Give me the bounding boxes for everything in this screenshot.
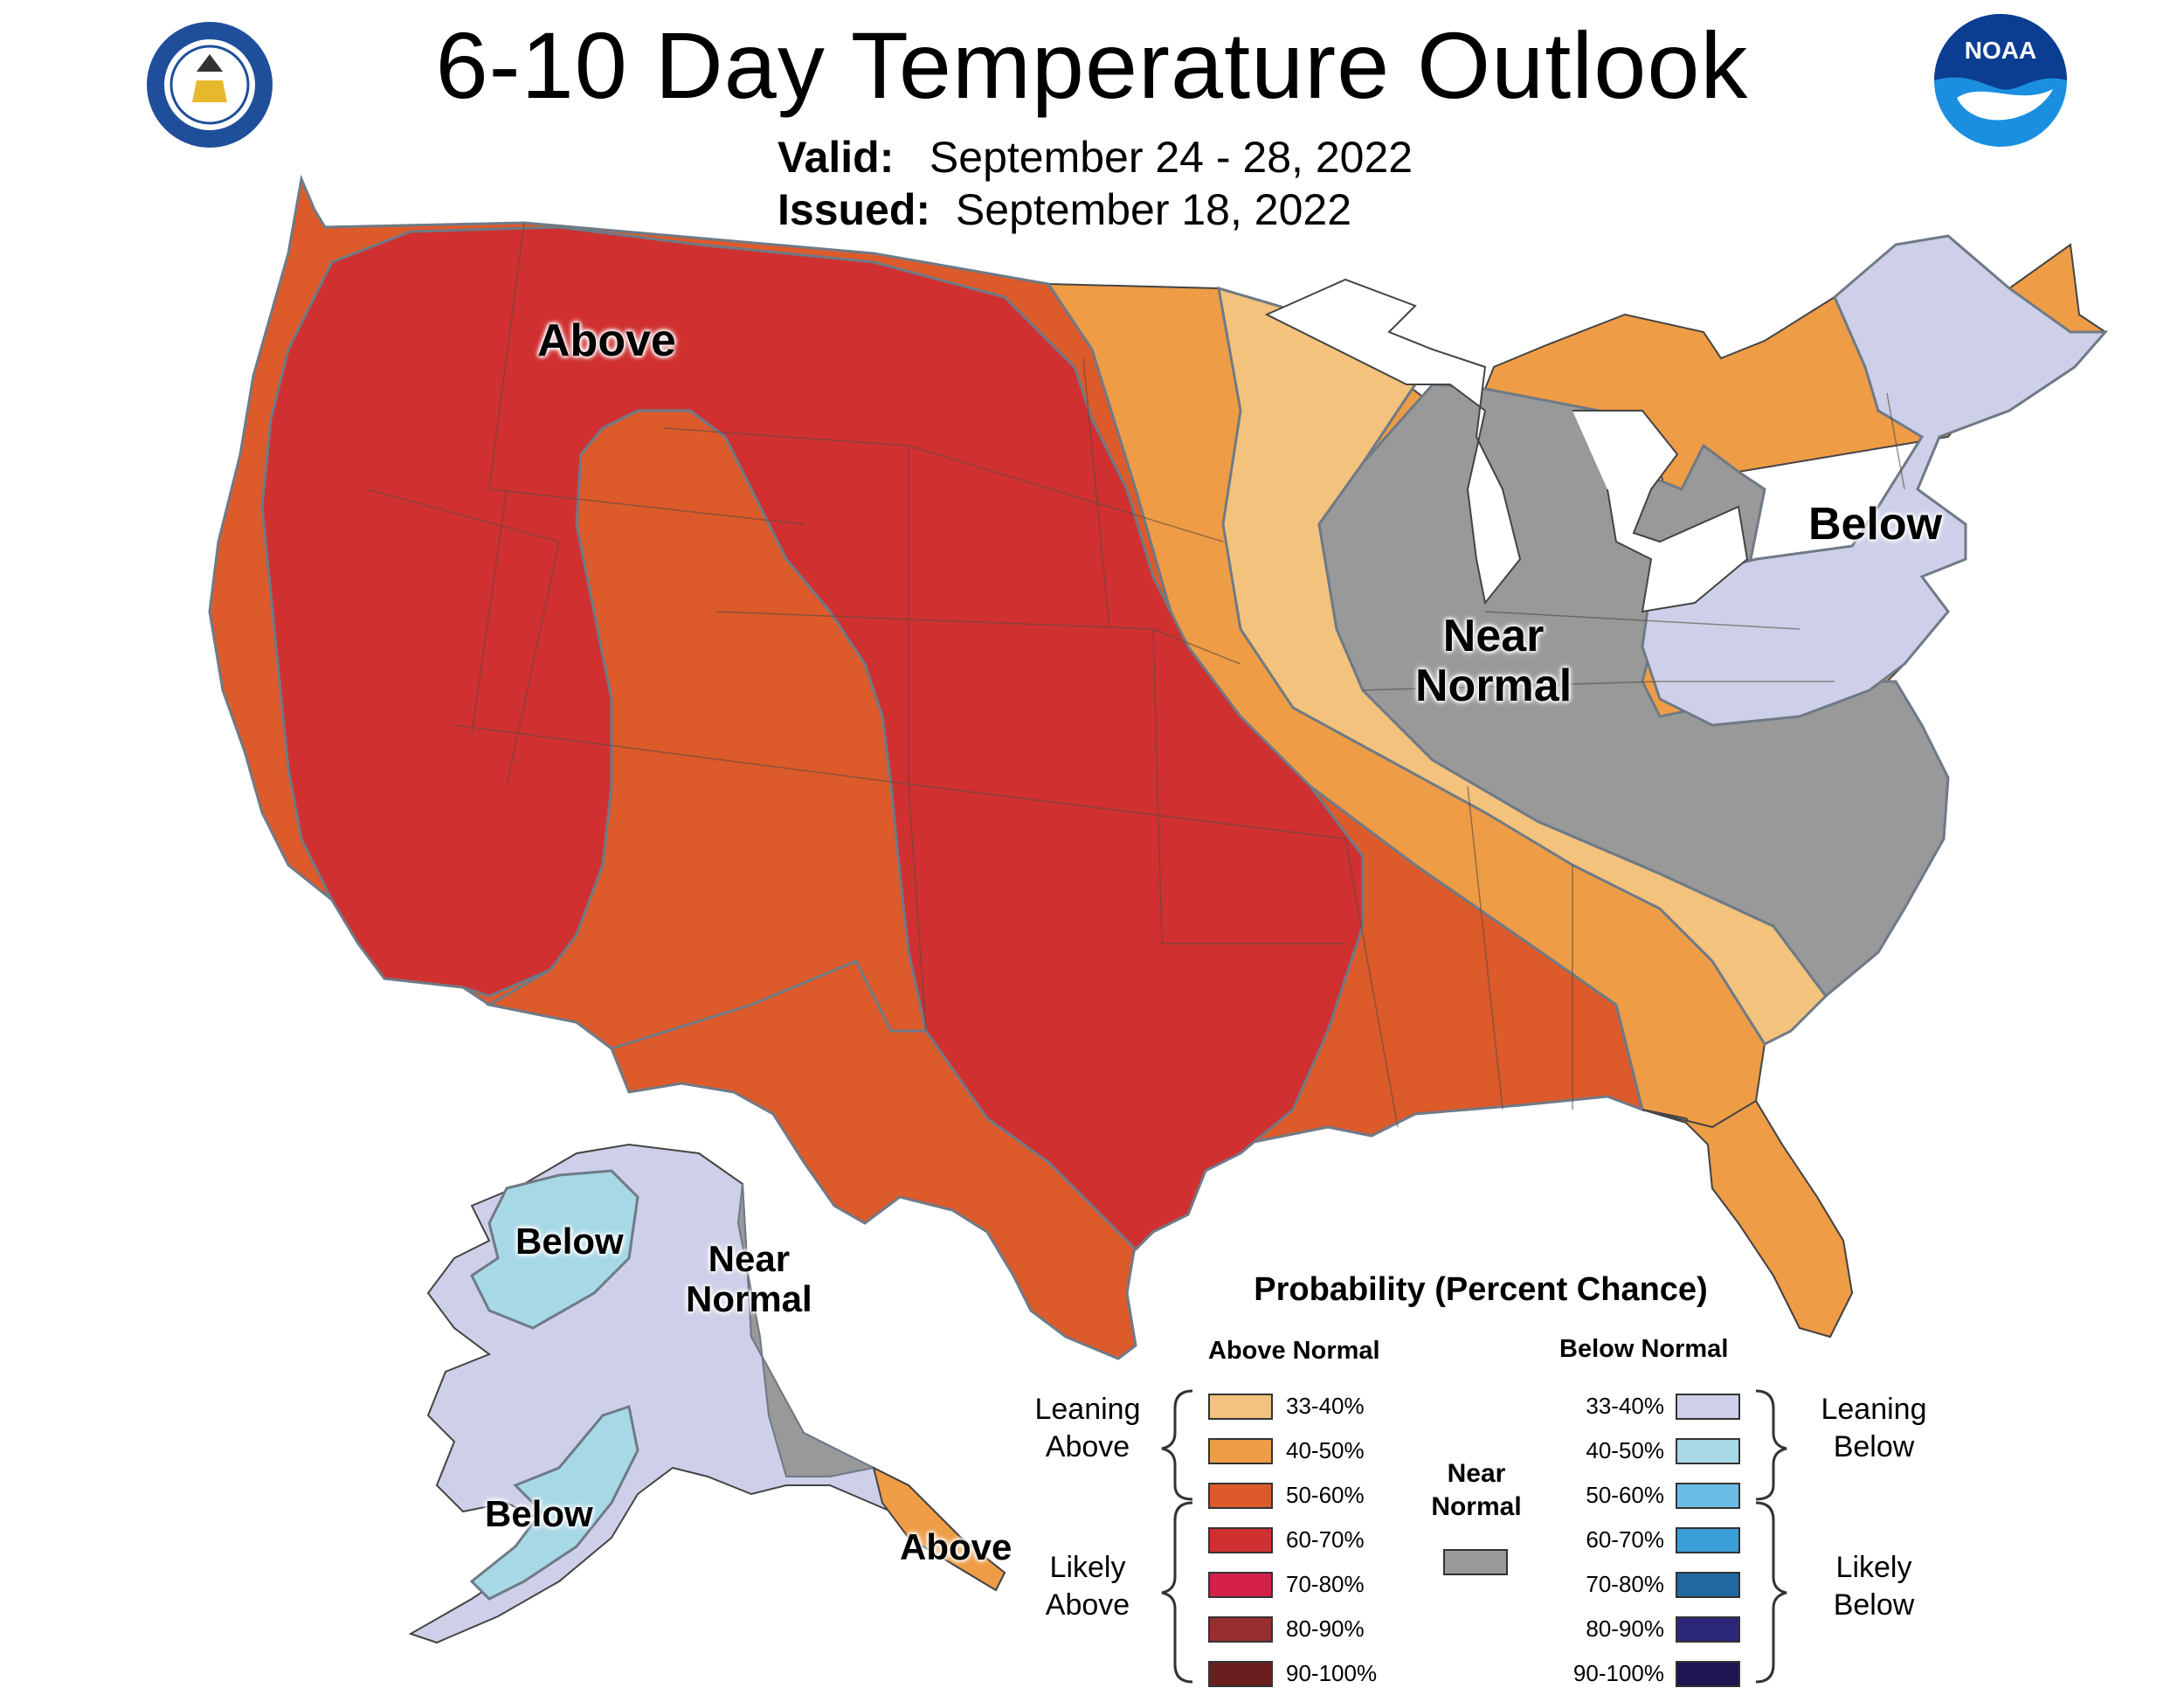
label-alaska-below-south: Below [485,1493,593,1534]
below-range-3: 60-70% [1586,1526,1664,1553]
label-alaska-normal: Normal [686,1278,812,1320]
below-swatch-3 [1676,1527,1740,1553]
near-normal-line1: Near [1447,1459,1506,1488]
above-swatch-2 [1208,1483,1273,1509]
legend-below-header: Below Normal [1559,1335,1729,1363]
above-range-6: 90-100% [1286,1660,1378,1686]
label-alaska-near-normal: Near Normal [686,1238,812,1320]
label-west-above: Above [537,315,676,366]
label-near-normal: Near Normal [1415,611,1572,712]
leaning-above-line2: Above [1045,1430,1130,1463]
below-range-6: 90-100% [1572,1660,1664,1686]
alaska-below-south [469,1405,639,1601]
below-range-4: 70-80% [1586,1571,1664,1597]
zone-below-northeast [1641,234,2109,727]
below-swatch-6 [1676,1661,1740,1687]
noaa-logo: NOAA [1934,14,2067,147]
below-range-1: 40-50% [1586,1437,1664,1463]
legend-leaning-below: Leaning Below [1804,1391,1944,1466]
above-swatch-6 [1208,1661,1273,1687]
legend-above-header: Above Normal [1208,1337,1380,1365]
label-alaska-near: Near [708,1238,791,1279]
below-swatch-2 [1676,1483,1740,1509]
above-swatch-4 [1208,1572,1273,1598]
above-range-0: 33-40% [1286,1393,1365,1419]
below-range-5: 80-90% [1586,1615,1664,1642]
below-swatch-1 [1676,1438,1740,1464]
above-range-3: 60-70% [1286,1526,1365,1553]
alaska-below-north [470,1169,639,1330]
label-alaska-above: Above [900,1526,1013,1567]
valid-dates: September 24 - 28, 2022 [929,133,1413,182]
likely-above-line2: Above [1045,1588,1130,1622]
above-range-2: 50-60% [1286,1482,1365,1508]
above-swatch-3 [1208,1527,1273,1553]
above-range-1: 40-50% [1286,1437,1365,1463]
legend-likely-above: Likely Above [1018,1549,1158,1624]
label-normal: Normal [1415,661,1572,712]
legend-near-normal-swatch [1443,1549,1508,1575]
great-lakes [1264,278,1522,605]
likely-below-line2: Below [1833,1588,1915,1622]
near-normal-line2: Normal [1431,1492,1522,1521]
legend-title: Probability (Percent Chance) [1254,1271,1708,1308]
label-near: Near [1442,611,1545,661]
alaska-panhandle-above [872,1466,1006,1592]
issued-date: September 18, 2022 [955,185,1352,234]
lake-huron-erie [1572,410,1749,613]
legend-likely-below: Likely Below [1804,1549,1944,1624]
department-of-commerce-seal [147,22,273,148]
below-range-0: 33-40% [1586,1393,1664,1419]
leaning-above-line1: Leaning [1034,1393,1141,1426]
state-lines [366,222,1905,1128]
label-alaska-below-north: Below [515,1221,624,1262]
above-swatch-0 [1208,1394,1273,1420]
above-swatch-5 [1208,1616,1273,1643]
likely-above-line1: Likely [1049,1551,1126,1584]
issued-label: Issued: [778,185,931,234]
label-northeast-below: Below [1808,499,1943,550]
svg-text:NOAA: NOAA [1965,37,2036,64]
above-swatch-1 [1208,1438,1273,1464]
zone-above-50-60-inner [485,409,928,1050]
below-swatch-4 [1676,1572,1740,1598]
above-range-4: 70-80% [1286,1571,1365,1597]
florida [1641,1099,1854,1339]
valid-label: Valid: [778,133,895,182]
legend-leaning-above: Leaning Above [1018,1391,1158,1466]
page-title: 6-10 Day Temperature Outlook [435,12,1749,118]
likely-below-line1: Likely [1835,1551,1912,1584]
below-swatch-5 [1676,1616,1740,1643]
alaska-near-normal-strip [736,1183,877,1477]
below-swatch-0 [1676,1394,1740,1420]
outlook-dates: Valid: September 24 - 28, 2022 Issued: S… [778,131,1413,236]
leaning-below-line2: Below [1833,1430,1915,1463]
legend-near-normal: Near Normal [1424,1457,1529,1524]
leaning-below-line1: Leaning [1821,1393,1927,1426]
below-range-2: 50-60% [1586,1482,1664,1508]
above-range-5: 80-90% [1286,1615,1365,1642]
